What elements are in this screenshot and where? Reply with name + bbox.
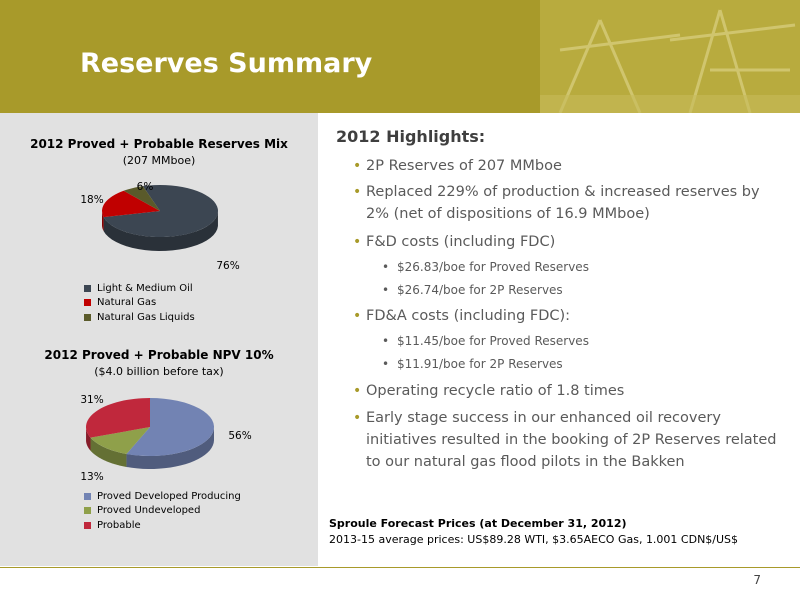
charts-panel: 2012 Proved + Probable Reserves Mix (207…	[0, 113, 318, 566]
pie-data-label: 13%	[80, 471, 103, 483]
highlight-item: • 2P Reserves of 207 MMboe	[353, 155, 783, 177]
pie-slice-side	[102, 211, 104, 232]
legend-entry: Probable	[84, 518, 241, 533]
pie-slice-side	[90, 437, 127, 467]
bullet-icon: •	[353, 308, 362, 324]
bullet-icon: •	[382, 283, 390, 297]
bullet-icon: •	[382, 260, 390, 274]
legend-swatch	[84, 299, 91, 307]
legend-entry: Natural Gas	[84, 296, 195, 311]
npv-pie-chart: 56% 13% 31%	[80, 394, 251, 483]
bullet-icon: •	[353, 410, 362, 426]
legend-entry: Natural Gas Liquids	[84, 310, 195, 325]
npv-chart-title: 2012 Proved + Probable NPV 10%	[44, 348, 274, 362]
reserves-mix-pie-chart: 76% 18% 6%	[80, 181, 239, 272]
forecast-prices-body: 2013-15 average prices: US$89.28 WTI, $3…	[329, 533, 739, 546]
legend-swatch	[84, 521, 91, 529]
npv-chart-subtitle: ($4.0 billion before tax)	[94, 365, 224, 378]
bullet-icon: •	[382, 357, 390, 371]
legend-entry: Proved Developed Producing	[84, 489, 241, 504]
pie-data-label: 31%	[80, 394, 103, 406]
bullet-icon: •	[382, 334, 390, 348]
pie-slice-proved-undeveloped	[90, 427, 150, 454]
legend-label: Light & Medium Oil	[97, 282, 193, 294]
bullet-icon: •	[353, 383, 362, 399]
forecast-prices-title: Sproule Forecast Prices (at December 31,…	[329, 517, 627, 530]
highlight-subitem: • $11.45/boe for Proved Reserves	[382, 334, 589, 348]
bullet-icon: •	[353, 184, 362, 200]
pie-slice-side	[86, 428, 91, 451]
pie-slice-side	[126, 427, 214, 469]
legend-label: Natural Gas Liquids	[97, 311, 195, 323]
bullet-icon: •	[353, 158, 362, 174]
legend-entry: Light & Medium Oil	[84, 281, 195, 296]
bullet-icon: •	[353, 234, 362, 250]
pie-slice-probable	[86, 398, 150, 438]
footer-divider	[0, 567, 800, 568]
legend-label: Proved Developed Producing	[97, 490, 241, 502]
highlights-title: 2012 Highlights:	[336, 127, 486, 146]
legend-swatch	[84, 284, 91, 292]
legend-swatch	[84, 313, 91, 321]
oil-pump-jack-graphic	[540, 0, 800, 113]
legend-swatch	[84, 492, 91, 500]
highlight-item: • Operating recycle ratio of 1.8 times	[353, 380, 783, 402]
reserves-mix-legend: Light & Medium Oil Natural Gas Natural Gas…	[84, 281, 195, 325]
pie-slice-natural-gas-liquids	[123, 186, 160, 211]
legend-swatch	[84, 507, 91, 515]
pie-data-label: 76%	[216, 260, 239, 272]
highlight-subitem: • $26.74/boe for 2P Reserves	[382, 283, 563, 297]
highlight-subitem: • $26.83/boe for Proved Reserves	[382, 260, 589, 274]
highlight-item: • FD&A costs (including FDC):	[353, 305, 783, 327]
npv-legend: Proved Developed Producing Proved Undevel…	[84, 489, 241, 533]
legend-label: Probable	[97, 519, 141, 531]
pie-slice-natural-gas	[102, 190, 160, 218]
reserves-mix-chart-subtitle: (207 MMboe)	[122, 154, 196, 167]
highlight-subitem: • $11.91/boe for 2P Reserves	[382, 357, 563, 371]
page-title: Reserves Summary	[80, 48, 373, 79]
pie-slice-light-medium-oil	[103, 185, 218, 237]
highlight-item: • Replaced 229% of production & increased…	[353, 181, 783, 225]
pie-slice-proved-developed-producing	[126, 398, 214, 456]
highlight-item: • Early stage success in our enhanced oil…	[353, 407, 783, 473]
legend-label: Proved Undeveloped	[97, 505, 201, 517]
pie-data-label: 18%	[80, 194, 103, 206]
pie-data-label: 56%	[228, 430, 251, 442]
pie-data-label: 6%	[137, 181, 154, 193]
reserves-mix-chart-title: 2012 Proved + Probable Reserves Mix	[30, 137, 288, 151]
page-number: 7	[753, 573, 761, 587]
legend-label: Natural Gas	[97, 297, 157, 309]
legend-entry: Proved Undeveloped	[84, 504, 241, 519]
pie-slice-side	[103, 212, 218, 251]
header-band: Reserves Summary	[0, 0, 800, 113]
highlight-item: • F&D costs (including FDC)	[353, 231, 783, 253]
